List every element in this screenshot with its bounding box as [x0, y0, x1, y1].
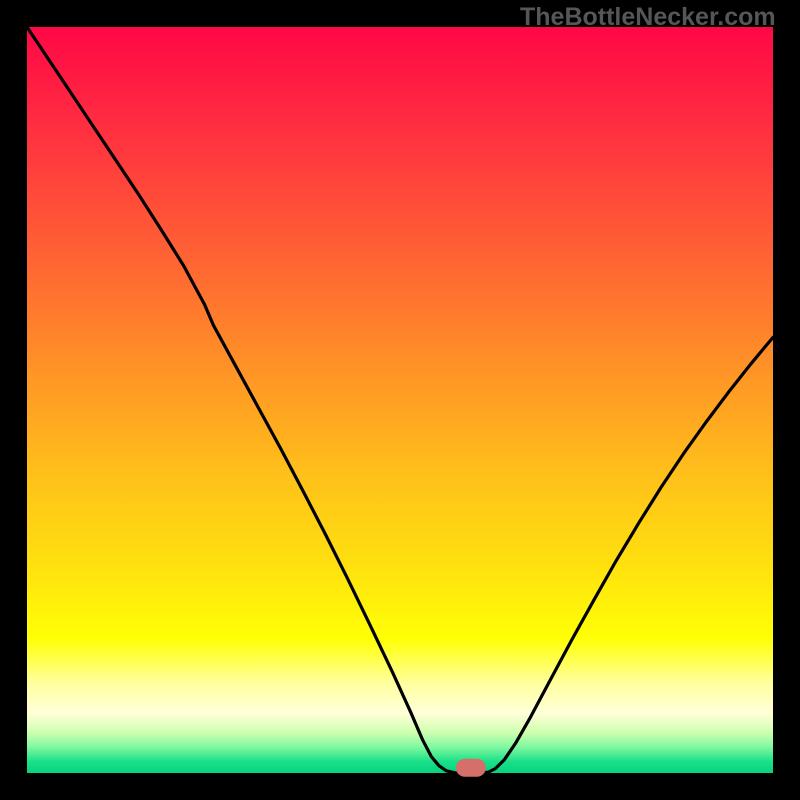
optimal-marker — [456, 759, 486, 777]
bottleneck-chart — [0, 0, 800, 800]
plot-area — [27, 27, 773, 773]
chart-container: TheBottleNecker.com — [0, 0, 800, 800]
watermark-text: TheBottleNecker.com — [520, 3, 776, 32]
